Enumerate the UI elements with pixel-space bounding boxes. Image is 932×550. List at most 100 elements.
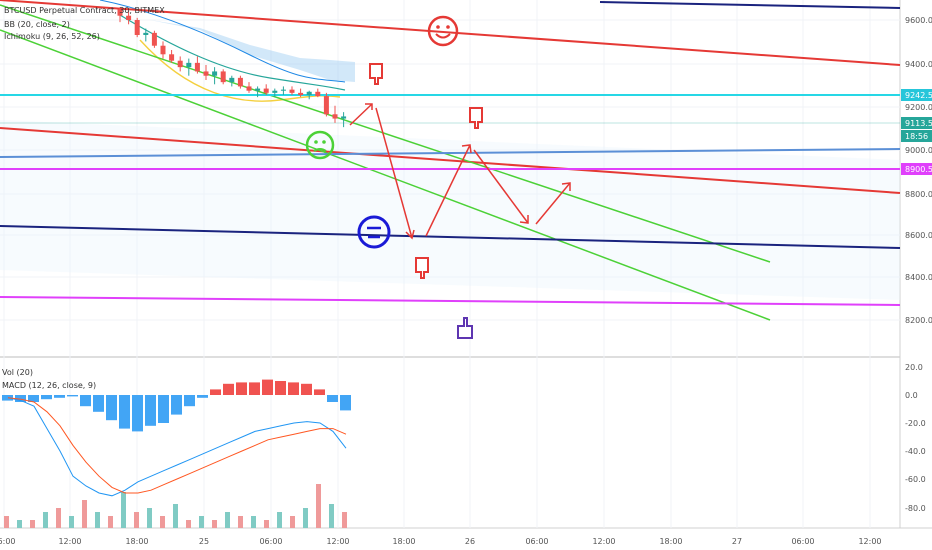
- red-trendline-mid[interactable]: [0, 127, 901, 194]
- indicator-pane[interactable]: [0, 358, 900, 528]
- volume-bar: [238, 516, 243, 528]
- price-pane[interactable]: [0, 0, 900, 355]
- macd-hist-bar: [288, 382, 299, 395]
- navy-line-top[interactable]: [599, 1, 901, 9]
- time-tick: 12:00: [858, 537, 881, 546]
- red-trendline-top[interactable]: [0, 0, 901, 66]
- volume-bar: [316, 484, 321, 528]
- legend-symbol[interactable]: BTCUSD Perpetual Contract, 30, BITMEX: [4, 6, 165, 15]
- price-tick: 9200.0: [905, 103, 932, 112]
- candle-body: [126, 15, 132, 20]
- macd-hist-bar: [132, 395, 143, 432]
- candle-body: [341, 116, 347, 119]
- price-badge: [901, 117, 932, 129]
- time-tick: 06:00: [0, 537, 16, 546]
- macd-hist-bar: [2, 395, 13, 401]
- price-axis[interactable]: 9600.0 9400.0 9200.0 9000.0 8800.0 8600.0 8400…: [905, 16, 932, 325]
- candle-body: [298, 92, 304, 95]
- candle-body: [289, 89, 295, 93]
- macd-hist-bar: [327, 395, 338, 402]
- candle-body: [160, 45, 166, 55]
- time-tick: 18:00: [125, 537, 148, 546]
- volume-bar: [225, 512, 230, 528]
- candle-body: [186, 62, 192, 68]
- candle-body: [151, 32, 157, 46]
- macd-hist-bar: [249, 382, 260, 395]
- gridlines: [0, 0, 900, 528]
- time-tick: 12:00: [58, 537, 81, 546]
- candle-body: [203, 71, 209, 76]
- arrow-head-4: [519, 215, 529, 224]
- candle-body: [194, 62, 200, 72]
- macd-axis[interactable]: 20.0 0.0 -20.0 -40.0 -60.0 -80.0: [905, 363, 926, 513]
- volume-bar: [329, 504, 334, 528]
- candle-body: [332, 114, 338, 119]
- hand-pointing-down-icon: [369, 63, 483, 279]
- steel-blue-line[interactable]: [0, 148, 901, 158]
- legend-bb[interactable]: BB (20, close, 2): [4, 20, 70, 29]
- macd-tick: -60.0: [905, 475, 926, 484]
- macd-tick: 20.0: [905, 363, 923, 372]
- macd-tick: -80.0: [905, 504, 926, 513]
- green-channel-bottom[interactable]: [0, 29, 771, 321]
- time-tick: 18:00: [659, 537, 682, 546]
- price-tick: 9400.0: [905, 60, 932, 69]
- green-channel-top[interactable]: [0, 4, 771, 263]
- legend-ichimoku[interactable]: Ichimoku (9, 26, 52, 26): [4, 32, 100, 41]
- candle-body: [255, 88, 261, 91]
- projection-arrows: [349, 103, 571, 240]
- macd-hist-bar: [106, 395, 117, 421]
- candle-body: [272, 90, 278, 93]
- price-badge-label: 8900.5: [905, 165, 932, 174]
- macd-hist-bar: [197, 395, 208, 398]
- volume-bar: [43, 512, 48, 528]
- macd-hist-bar: [171, 395, 182, 415]
- volume-bar: [17, 520, 22, 528]
- price-tick: 8400.0: [905, 273, 932, 282]
- candle-body: [117, 9, 123, 16]
- macd-tick: 0.0: [905, 391, 918, 400]
- arrow-seg-3: [425, 144, 471, 237]
- time-axis[interactable]: 06:00 12:00 18:00 25 06:00 12:00 18:00 26 06:00 1…: [0, 537, 882, 546]
- volume-bar: [134, 512, 139, 528]
- candle-body: [177, 60, 183, 68]
- arrow-head-2: [405, 229, 415, 240]
- volume-bar: [251, 516, 256, 528]
- macd-hist-bar: [301, 383, 312, 395]
- time-tick: 06:00: [791, 537, 814, 546]
- price-tick: 8600.0: [905, 231, 932, 240]
- arrow-head-5: [561, 182, 571, 191]
- volume-bar: [212, 520, 217, 528]
- macd-hist-bar: [158, 395, 169, 423]
- volume-bar: [199, 516, 204, 528]
- time-tick: 27: [732, 537, 742, 546]
- magenta-line-bottom[interactable]: [0, 296, 901, 306]
- time-tick: 06:00: [259, 537, 282, 546]
- time-tick: 06:00: [525, 537, 548, 546]
- price-tick: 8800.0: [905, 190, 932, 199]
- volume-bar: [82, 500, 87, 528]
- price-badge-label: 9113.5: [905, 119, 932, 128]
- macd-hist-bar: [93, 395, 104, 412]
- arrow-seg-5: [535, 182, 571, 225]
- macd-hist-bar: [262, 379, 273, 395]
- candle-body: [263, 88, 269, 93]
- candlestick-series: [117, 7, 347, 128]
- arrow-head-1: [365, 103, 373, 110]
- macd-tick: -20.0: [905, 419, 926, 428]
- macd-line: [7, 397, 347, 497]
- macd-hist-bar: [210, 389, 221, 395]
- volume-bar: [277, 512, 282, 528]
- ichimoku-line-green: [119, 14, 346, 91]
- smiley-happy-icon: [427, 15, 459, 47]
- macd-hist-bar: [15, 395, 26, 402]
- macd-hist-bar: [275, 381, 286, 395]
- legend-macd[interactable]: MACD (12, 26, close, 9): [2, 381, 96, 390]
- signal-line: [7, 397, 347, 494]
- navy-line-bottom[interactable]: [0, 225, 901, 249]
- price-tick: 9000.0: [905, 146, 932, 155]
- legend-vol[interactable]: Vol (20): [2, 368, 33, 377]
- candle-body: [143, 32, 149, 35]
- macd-hist-bar: [184, 395, 195, 407]
